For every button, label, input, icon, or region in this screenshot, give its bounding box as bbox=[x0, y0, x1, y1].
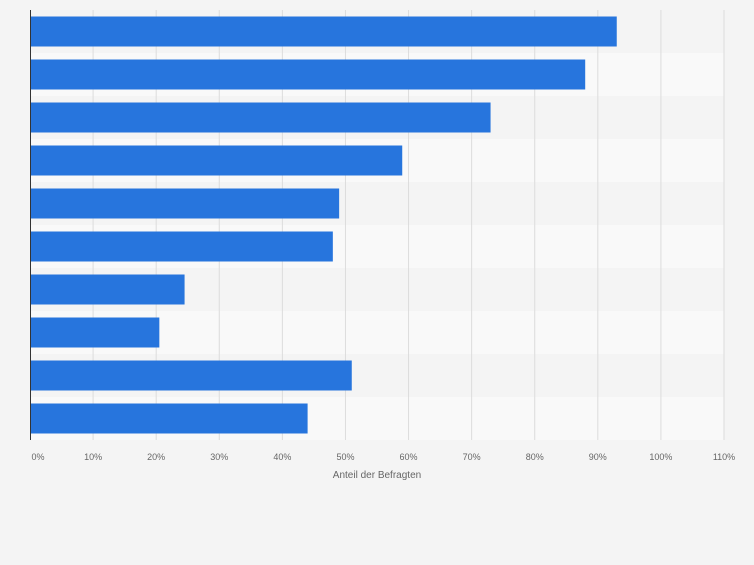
x-tick-label: 10% bbox=[84, 452, 102, 462]
x-tick-label: 80% bbox=[526, 452, 544, 462]
x-tick-label: 110% bbox=[713, 452, 735, 462]
bar[interactable] bbox=[30, 102, 491, 133]
bar[interactable] bbox=[30, 274, 185, 305]
bar[interactable] bbox=[30, 231, 333, 262]
x-tick-label: 50% bbox=[336, 452, 354, 462]
bar[interactable] bbox=[30, 188, 340, 219]
x-tick-labels: 0% 10% 20% 30% 40% 50% 60% 70% 80% 90% 100% 110% bbox=[31, 452, 735, 462]
x-axis-label: Anteil der Befragten bbox=[333, 470, 421, 481]
x-tick-label: 40% bbox=[273, 452, 291, 462]
x-tick-label: 90% bbox=[589, 452, 607, 462]
x-tick-label: 70% bbox=[463, 452, 481, 462]
bars bbox=[30, 16, 617, 434]
bar[interactable] bbox=[30, 59, 586, 90]
x-tick-label: 60% bbox=[400, 452, 418, 462]
x-tick-label: 20% bbox=[147, 452, 165, 462]
x-tick-label: 100% bbox=[649, 452, 672, 462]
bar[interactable] bbox=[30, 360, 352, 391]
bar[interactable] bbox=[30, 145, 403, 176]
bar[interactable] bbox=[30, 317, 160, 348]
bar[interactable] bbox=[30, 16, 617, 47]
x-tick-label: 0% bbox=[31, 452, 44, 462]
bar[interactable] bbox=[30, 403, 308, 434]
x-tick-label: 30% bbox=[210, 452, 228, 462]
